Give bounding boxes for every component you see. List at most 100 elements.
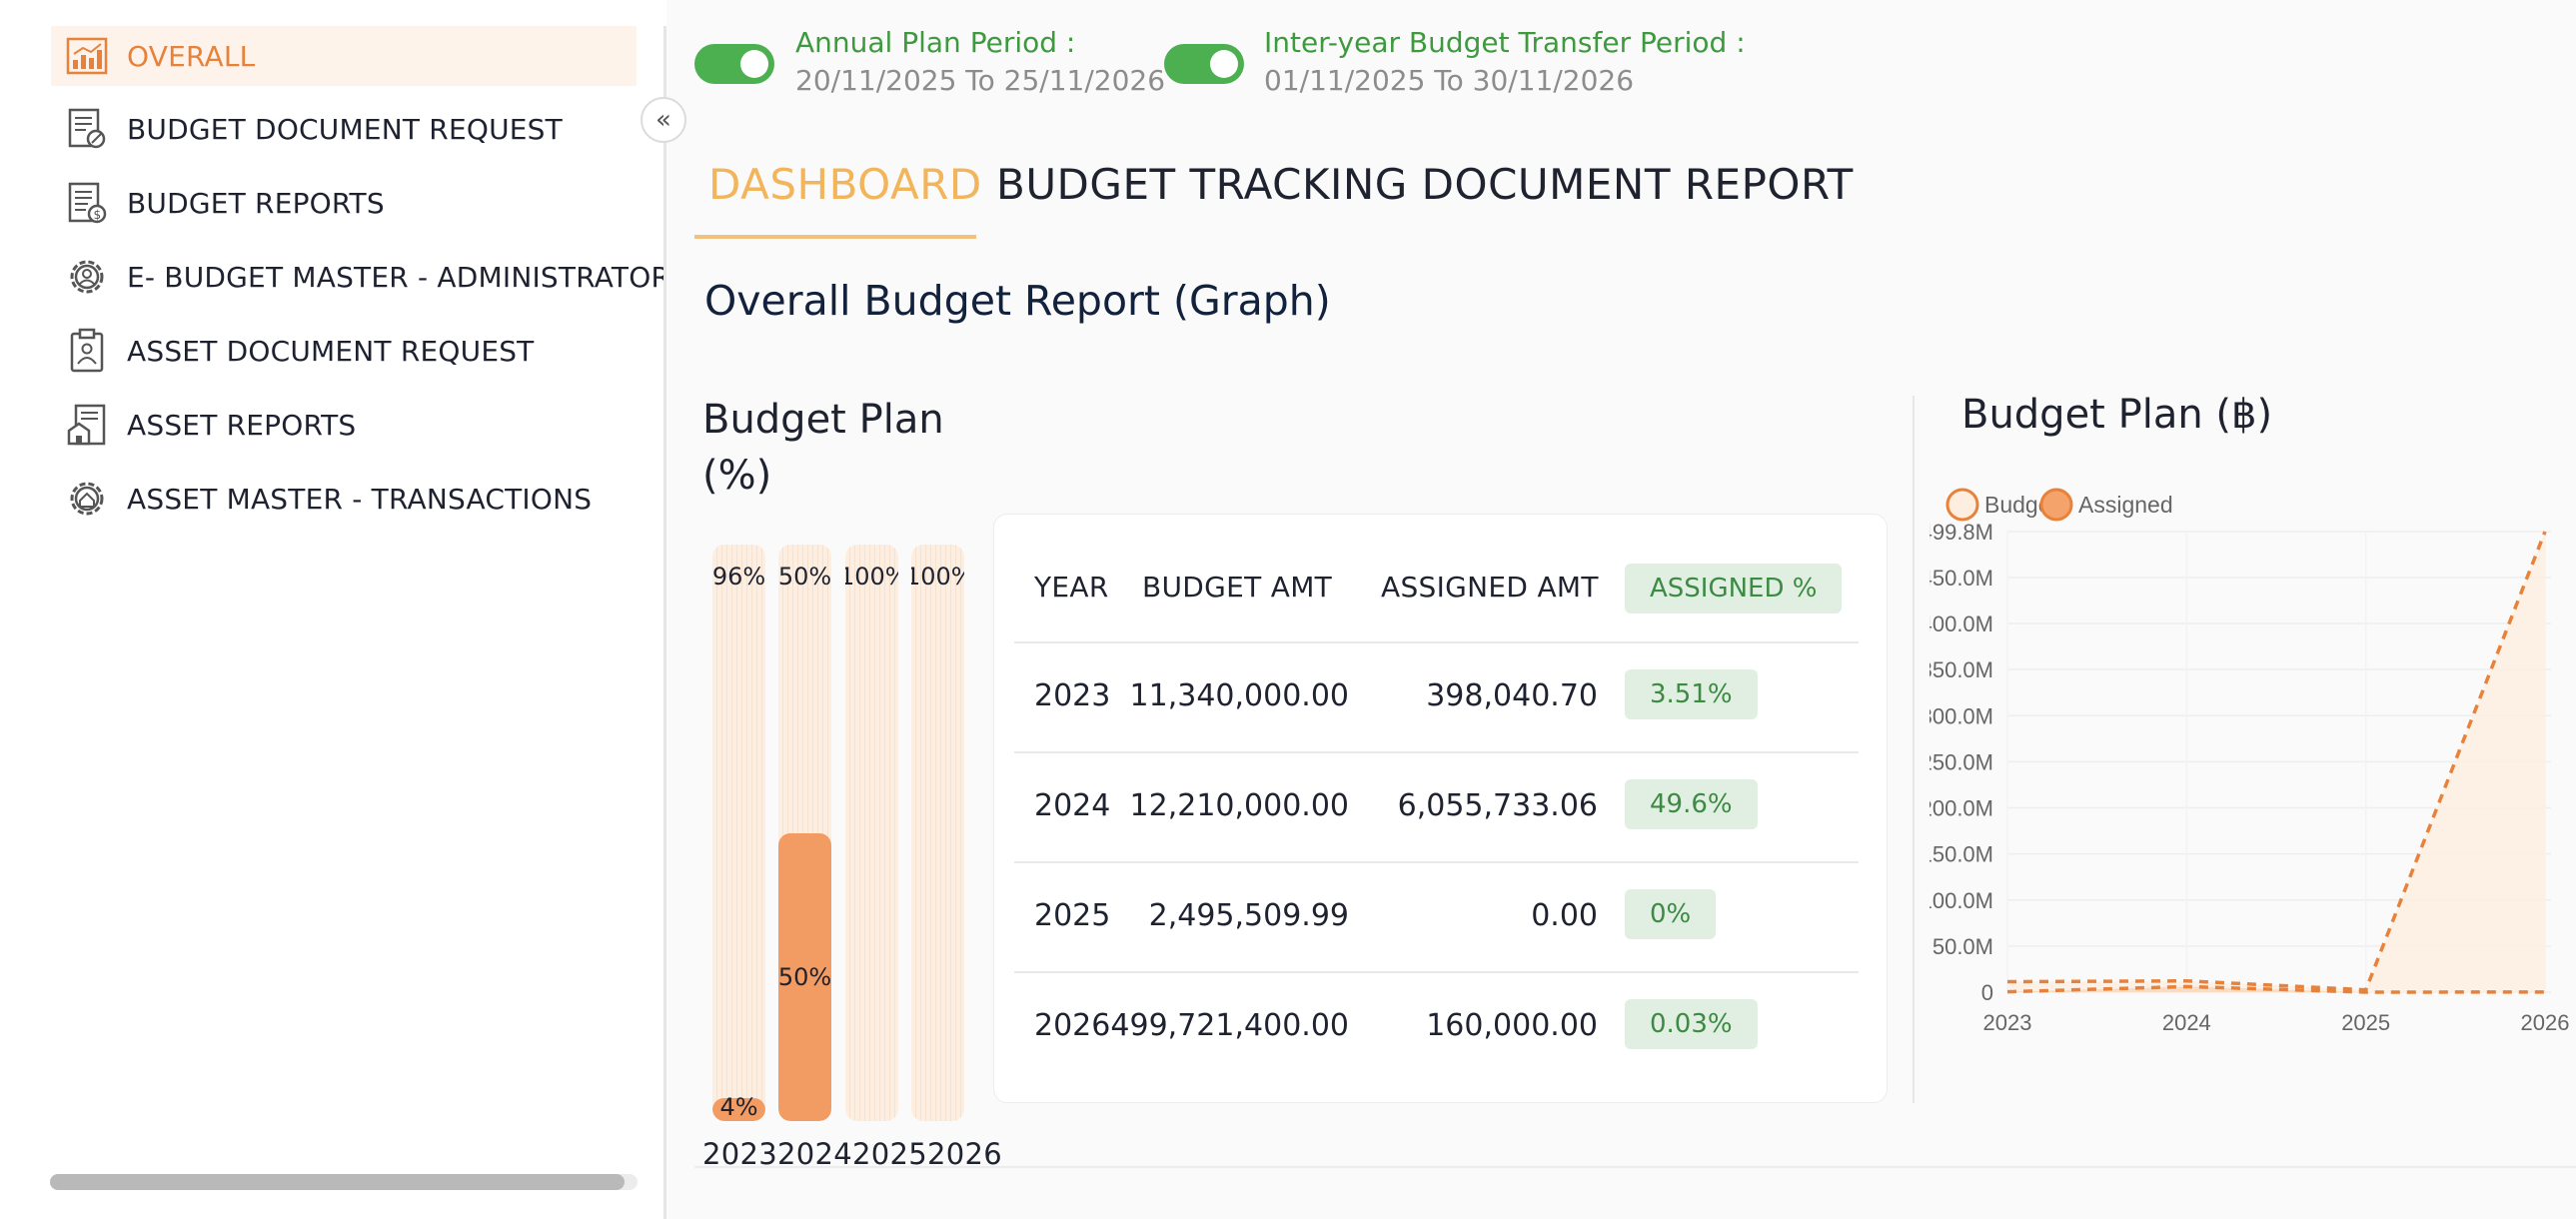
cell-year: 2026 xyxy=(1034,1008,1111,1043)
cell-assigned-amt: 160,000.00 xyxy=(1426,1008,1598,1043)
sidebar-item-asset-document-request[interactable]: ASSET DOCUMENT REQUEST xyxy=(51,321,637,381)
bottom-divider xyxy=(694,1166,2576,1168)
money-report-icon: $ xyxy=(65,181,109,225)
y-tick-label: 200.0M xyxy=(1930,796,1993,821)
double-chevron-left-icon: « xyxy=(655,105,671,135)
cell-assigned-amt: 398,040.70 xyxy=(1426,678,1598,713)
x-tick-label: 2023 xyxy=(1983,1010,2032,1035)
cell-assigned-pct-badge: 0% xyxy=(1625,889,1717,939)
y-tick-label: 0 xyxy=(1981,980,1993,1005)
sidebar-item-budget-reports[interactable]: $ BUDGET REPORTS xyxy=(51,173,637,233)
sidebar-item-label: ASSET MASTER - TRANSACTIONS xyxy=(127,482,593,516)
remaining-pct-label: 100% xyxy=(845,563,898,591)
percent-bar-2024: 50% 50% xyxy=(778,545,831,1121)
building-report-icon xyxy=(65,403,109,447)
y-tick-label: 400.0M xyxy=(1930,611,1993,636)
x-tick-label: 2026 xyxy=(2521,1010,2569,1035)
header-assigned-amt: ASSIGNED AMT xyxy=(1381,571,1599,604)
cell-assigned-amt: 6,055,733.06 xyxy=(1397,788,1598,823)
sidebar-item-label: BUDGET DOCUMENT REQUEST xyxy=(127,112,563,146)
y-tick-label: 150.0M xyxy=(1930,842,1993,867)
gear-home-icon xyxy=(65,477,109,521)
sidebar-item-asset-master-transactions[interactable]: ASSET MASTER - TRANSACTIONS xyxy=(51,469,637,529)
y-tick-label: 499.8M xyxy=(1930,520,1993,545)
budget-plan-percent-title: Budget Plan (%) xyxy=(702,397,944,499)
sidebar-item-label: ASSET REPORTS xyxy=(127,408,357,442)
inter-year-transfer-toggle[interactable] xyxy=(1164,44,1244,84)
chart-report-icon xyxy=(65,34,109,78)
y-tick-label: 50.0M xyxy=(1932,934,1993,959)
table-row-divider xyxy=(1014,971,1859,973)
series-line-assigned xyxy=(2006,984,2546,994)
assigned-fill xyxy=(712,1097,765,1121)
x-tick-label: 2025 xyxy=(2341,1010,2390,1035)
percent-bar-2023: 96% 4% xyxy=(712,545,765,1121)
y-tick-label: 100.0M xyxy=(1930,888,1993,913)
table-row-divider xyxy=(1014,641,1859,643)
inter-year-transfer-value: 01/11/2025 To 30/11/2026 xyxy=(1264,64,1635,97)
sidebar-item-e-budget-master[interactable]: E- BUDGET MASTER - ADMINISTRATOR xyxy=(51,247,670,307)
table-row-divider xyxy=(1014,861,1859,863)
table-row-divider xyxy=(1014,751,1859,753)
header-budget-amt: BUDGET AMT xyxy=(1142,571,1333,604)
section-title: Overall Budget Report (Graph) xyxy=(704,277,1331,325)
clipboard-person-icon xyxy=(65,328,109,373)
sidebar-item-overall[interactable]: OVERALL xyxy=(51,26,637,86)
cell-assigned-pct-badge: 0.03% xyxy=(1625,999,1758,1049)
main-content: Annual Plan Period : 20/11/2025 To 25/11… xyxy=(666,0,2576,1219)
sidebar-scrollbar[interactable] xyxy=(50,1174,638,1190)
cell-budget-amt: 12,210,000.00 xyxy=(1129,788,1349,823)
toggle-knob xyxy=(740,50,768,78)
cell-assigned-pct-badge: 49.6% xyxy=(1625,779,1758,829)
budget-table-card: YEAR BUDGET AMT ASSIGNED AMT ASSIGNED % … xyxy=(993,514,1888,1103)
sidebar-item-budget-document-request[interactable]: BUDGET DOCUMENT REQUEST xyxy=(51,99,637,159)
tab-dashboard[interactable]: DASHBOARD xyxy=(708,160,982,209)
percent-bar-2026: 100% xyxy=(911,545,964,1121)
cell-year: 2023 xyxy=(1034,678,1111,713)
document-edit-icon xyxy=(65,107,109,151)
header-year: YEAR xyxy=(1034,571,1109,604)
assigned-pct-label: 50% xyxy=(778,962,831,991)
annual-plan-period-toggle[interactable] xyxy=(694,44,774,84)
y-tick-label: 450.0M xyxy=(1930,566,1993,591)
annual-plan-period-label: Annual Plan Period : xyxy=(795,26,1076,59)
svg-text:$: $ xyxy=(94,208,102,222)
cell-assigned-amt: 0.00 xyxy=(1531,898,1598,933)
sidebar-divider xyxy=(663,26,666,1219)
budget-plan-baht-title: Budget Plan (฿) xyxy=(1961,392,2273,438)
sidebar-item-label: ASSET DOCUMENT REQUEST xyxy=(127,334,535,368)
header-assigned-pct: ASSIGNED % xyxy=(1625,564,1843,613)
percent-bar-2025: 100% xyxy=(845,545,898,1121)
sidebar-item-label: E- BUDGET MASTER - ADMINISTRATOR xyxy=(127,260,671,294)
annual-plan-period-value: 20/11/2025 To 25/11/2026 xyxy=(795,64,1166,97)
sidebar-scrollbar-thumb[interactable] xyxy=(50,1174,625,1190)
active-tab-indicator xyxy=(694,235,976,239)
cell-budget-amt: 2,495,509.99 xyxy=(1148,898,1349,933)
remaining-pct-label: 96% xyxy=(712,563,765,591)
legend-label-assigned: Assigned xyxy=(2078,492,2173,518)
toggle-knob xyxy=(1210,50,1238,78)
sidebar-item-label: OVERALL xyxy=(127,39,256,73)
sidebar-item-asset-reports[interactable]: ASSET REPORTS xyxy=(51,395,637,455)
budget-plan-line-chart: BudgetAssigned499.8M450.0M400.0M350.0M30… xyxy=(1930,488,2569,1035)
y-tick-label: 250.0M xyxy=(1930,749,1993,774)
cell-year: 2025 xyxy=(1034,898,1111,933)
legend-marker-assigned xyxy=(2039,488,2073,522)
assigned-fill xyxy=(778,832,831,1121)
tab-budget-tracking-document-report[interactable]: BUDGET TRACKING DOCUMENT REPORT xyxy=(996,160,1854,209)
sidebar-item-label: BUDGET REPORTS xyxy=(127,186,385,220)
cell-assigned-pct-badge: 3.51% xyxy=(1625,669,1758,719)
panel-divider xyxy=(1913,396,1915,1103)
sidebar: OVERALL BUDGET DOCUMENT REQUEST $ BUDGET… xyxy=(0,0,670,1219)
cell-budget-amt: 499,721,400.00 xyxy=(1110,1008,1349,1043)
cell-year: 2024 xyxy=(1034,788,1111,823)
collapse-sidebar-button[interactable]: « xyxy=(641,97,686,143)
legend-marker-budget xyxy=(1945,488,1979,522)
inter-year-transfer-label: Inter-year Budget Transfer Period : xyxy=(1264,26,1746,59)
percent-bars-year-labels: 2023202420252026 xyxy=(702,1137,1003,1171)
remaining-pct-label: 50% xyxy=(778,563,831,591)
y-tick-label: 300.0M xyxy=(1930,703,1993,728)
x-tick-label: 2024 xyxy=(2162,1010,2211,1035)
y-tick-label: 350.0M xyxy=(1930,657,1993,682)
assigned-pct-label: 4% xyxy=(719,1093,758,1121)
